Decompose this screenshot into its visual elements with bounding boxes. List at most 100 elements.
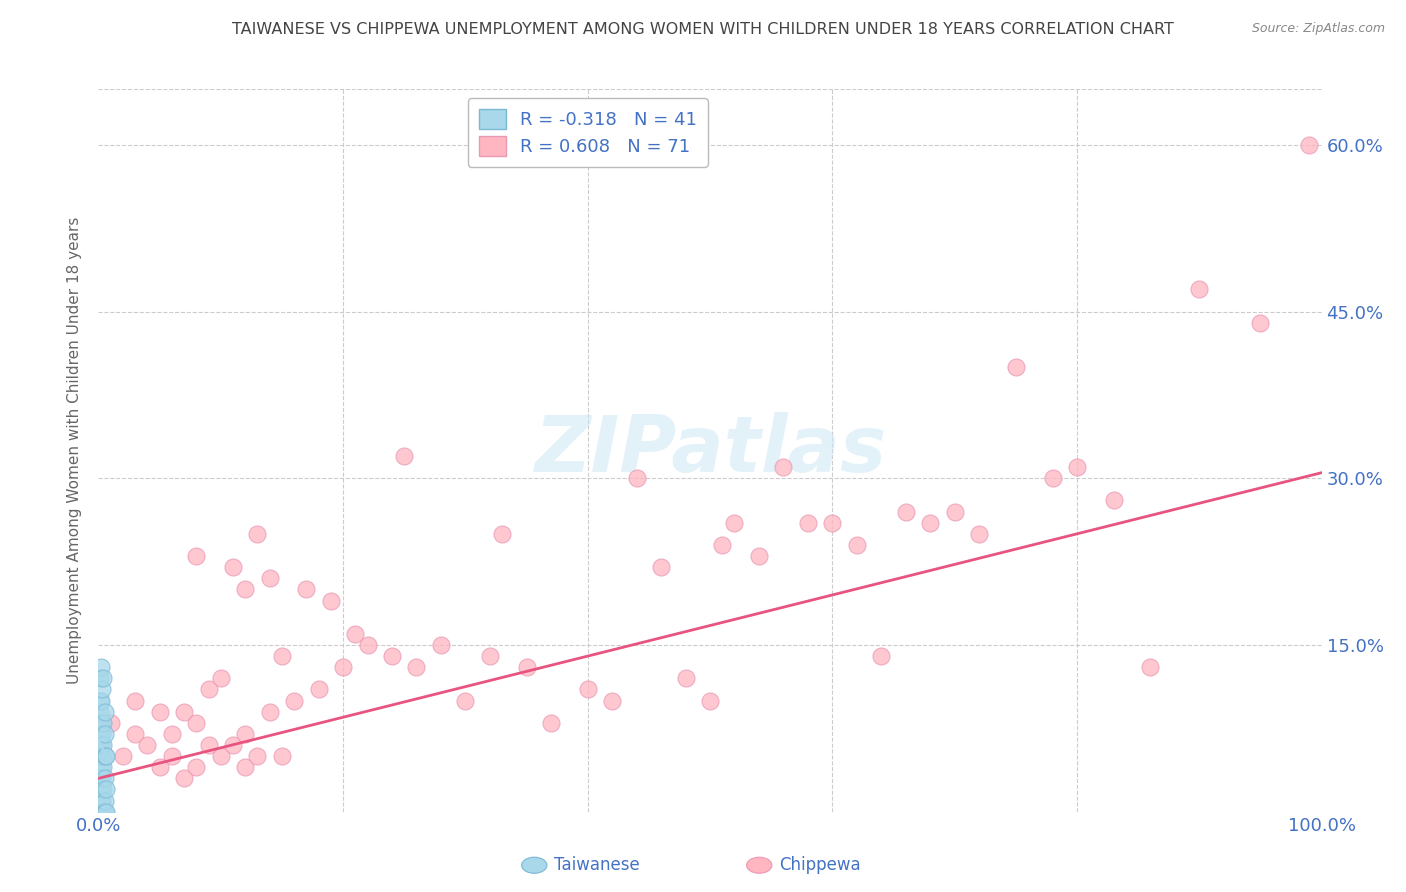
Point [392, 449, 416, 463]
Point [91, 715, 114, 730]
Point [920, 516, 942, 530]
Point [90, 794, 112, 808]
Point [89, 738, 111, 752]
Point [209, 671, 232, 685]
Legend: R = -0.318   N = 41, R = 0.608   N = 71: R = -0.318 N = 41, R = 0.608 N = 71 [468, 98, 707, 167]
Point [1139, 660, 1161, 674]
Point [405, 660, 427, 674]
Point [233, 760, 256, 774]
Point [870, 649, 893, 664]
Point [93, 772, 115, 786]
Point [91, 794, 114, 808]
Point [160, 749, 183, 764]
Point [93, 749, 115, 764]
Point [650, 560, 672, 574]
Point [91, 772, 114, 786]
Point [91, 671, 114, 685]
Point [124, 693, 146, 707]
Point [93, 794, 115, 808]
Point [91, 805, 114, 819]
Point [748, 549, 770, 563]
Text: TAIWANESE VS CHIPPEWA UNEMPLOYMENT AMONG WOMEN WITH CHILDREN UNDER 18 YEARS CORR: TAIWANESE VS CHIPPEWA UNEMPLOYMENT AMONG… [232, 22, 1174, 37]
Point [1066, 460, 1088, 475]
Point [356, 638, 378, 652]
Point [91, 682, 114, 697]
Point [173, 772, 195, 786]
Point [89, 715, 111, 730]
Point [797, 516, 820, 530]
Point [270, 749, 294, 764]
Point [332, 660, 354, 674]
Point [89, 705, 111, 719]
Point [540, 715, 562, 730]
Point [821, 516, 844, 530]
Point [1249, 316, 1271, 330]
Point [222, 560, 245, 574]
Point [91, 782, 114, 797]
Point [319, 593, 342, 607]
Point [233, 727, 256, 741]
Text: Chippewa: Chippewa [779, 856, 860, 874]
Point [295, 582, 318, 597]
Point [89, 749, 111, 764]
Point [222, 738, 245, 752]
Point [943, 505, 966, 519]
Point [270, 649, 294, 664]
Point [344, 627, 367, 641]
Point [381, 649, 404, 664]
Point [94, 749, 117, 764]
Point [197, 738, 219, 752]
Point [90, 660, 112, 674]
Point [246, 526, 269, 541]
Point [699, 693, 721, 707]
Point [186, 760, 208, 774]
Point [209, 749, 232, 764]
Point [283, 693, 305, 707]
Point [186, 549, 208, 563]
Point [89, 805, 111, 819]
Point [478, 649, 501, 664]
Point [233, 582, 256, 597]
Point [259, 571, 281, 585]
Point [89, 671, 111, 685]
Point [136, 738, 159, 752]
Point [93, 805, 115, 819]
Point [515, 660, 537, 674]
Point [89, 772, 111, 786]
Point [149, 705, 172, 719]
Point [91, 749, 114, 764]
Point [90, 782, 112, 797]
Point [894, 505, 917, 519]
Point [100, 715, 122, 730]
Point [111, 749, 134, 764]
Point [491, 526, 513, 541]
Point [90, 693, 112, 707]
Point [626, 471, 648, 485]
Point [430, 638, 453, 652]
Point [89, 693, 111, 707]
Point [1042, 471, 1064, 485]
Point [246, 749, 269, 764]
Point [845, 538, 868, 552]
Y-axis label: Unemployment Among Women with Children Under 18 years: Unemployment Among Women with Children U… [67, 217, 83, 684]
Point [93, 705, 115, 719]
Point [89, 760, 111, 774]
Point [160, 727, 183, 741]
Point [173, 705, 195, 719]
Point [94, 805, 117, 819]
Point [1188, 282, 1211, 296]
Point [308, 682, 330, 697]
Point [90, 760, 112, 774]
Point [91, 760, 114, 774]
Point [197, 682, 219, 697]
Point [93, 727, 115, 741]
Point [90, 715, 112, 730]
Point [91, 805, 114, 819]
Text: Source: ZipAtlas.com: Source: ZipAtlas.com [1251, 22, 1385, 36]
Point [576, 682, 599, 697]
Point [149, 760, 172, 774]
Point [186, 715, 208, 730]
Point [1004, 360, 1026, 375]
Point [711, 538, 734, 552]
Point [89, 727, 111, 741]
